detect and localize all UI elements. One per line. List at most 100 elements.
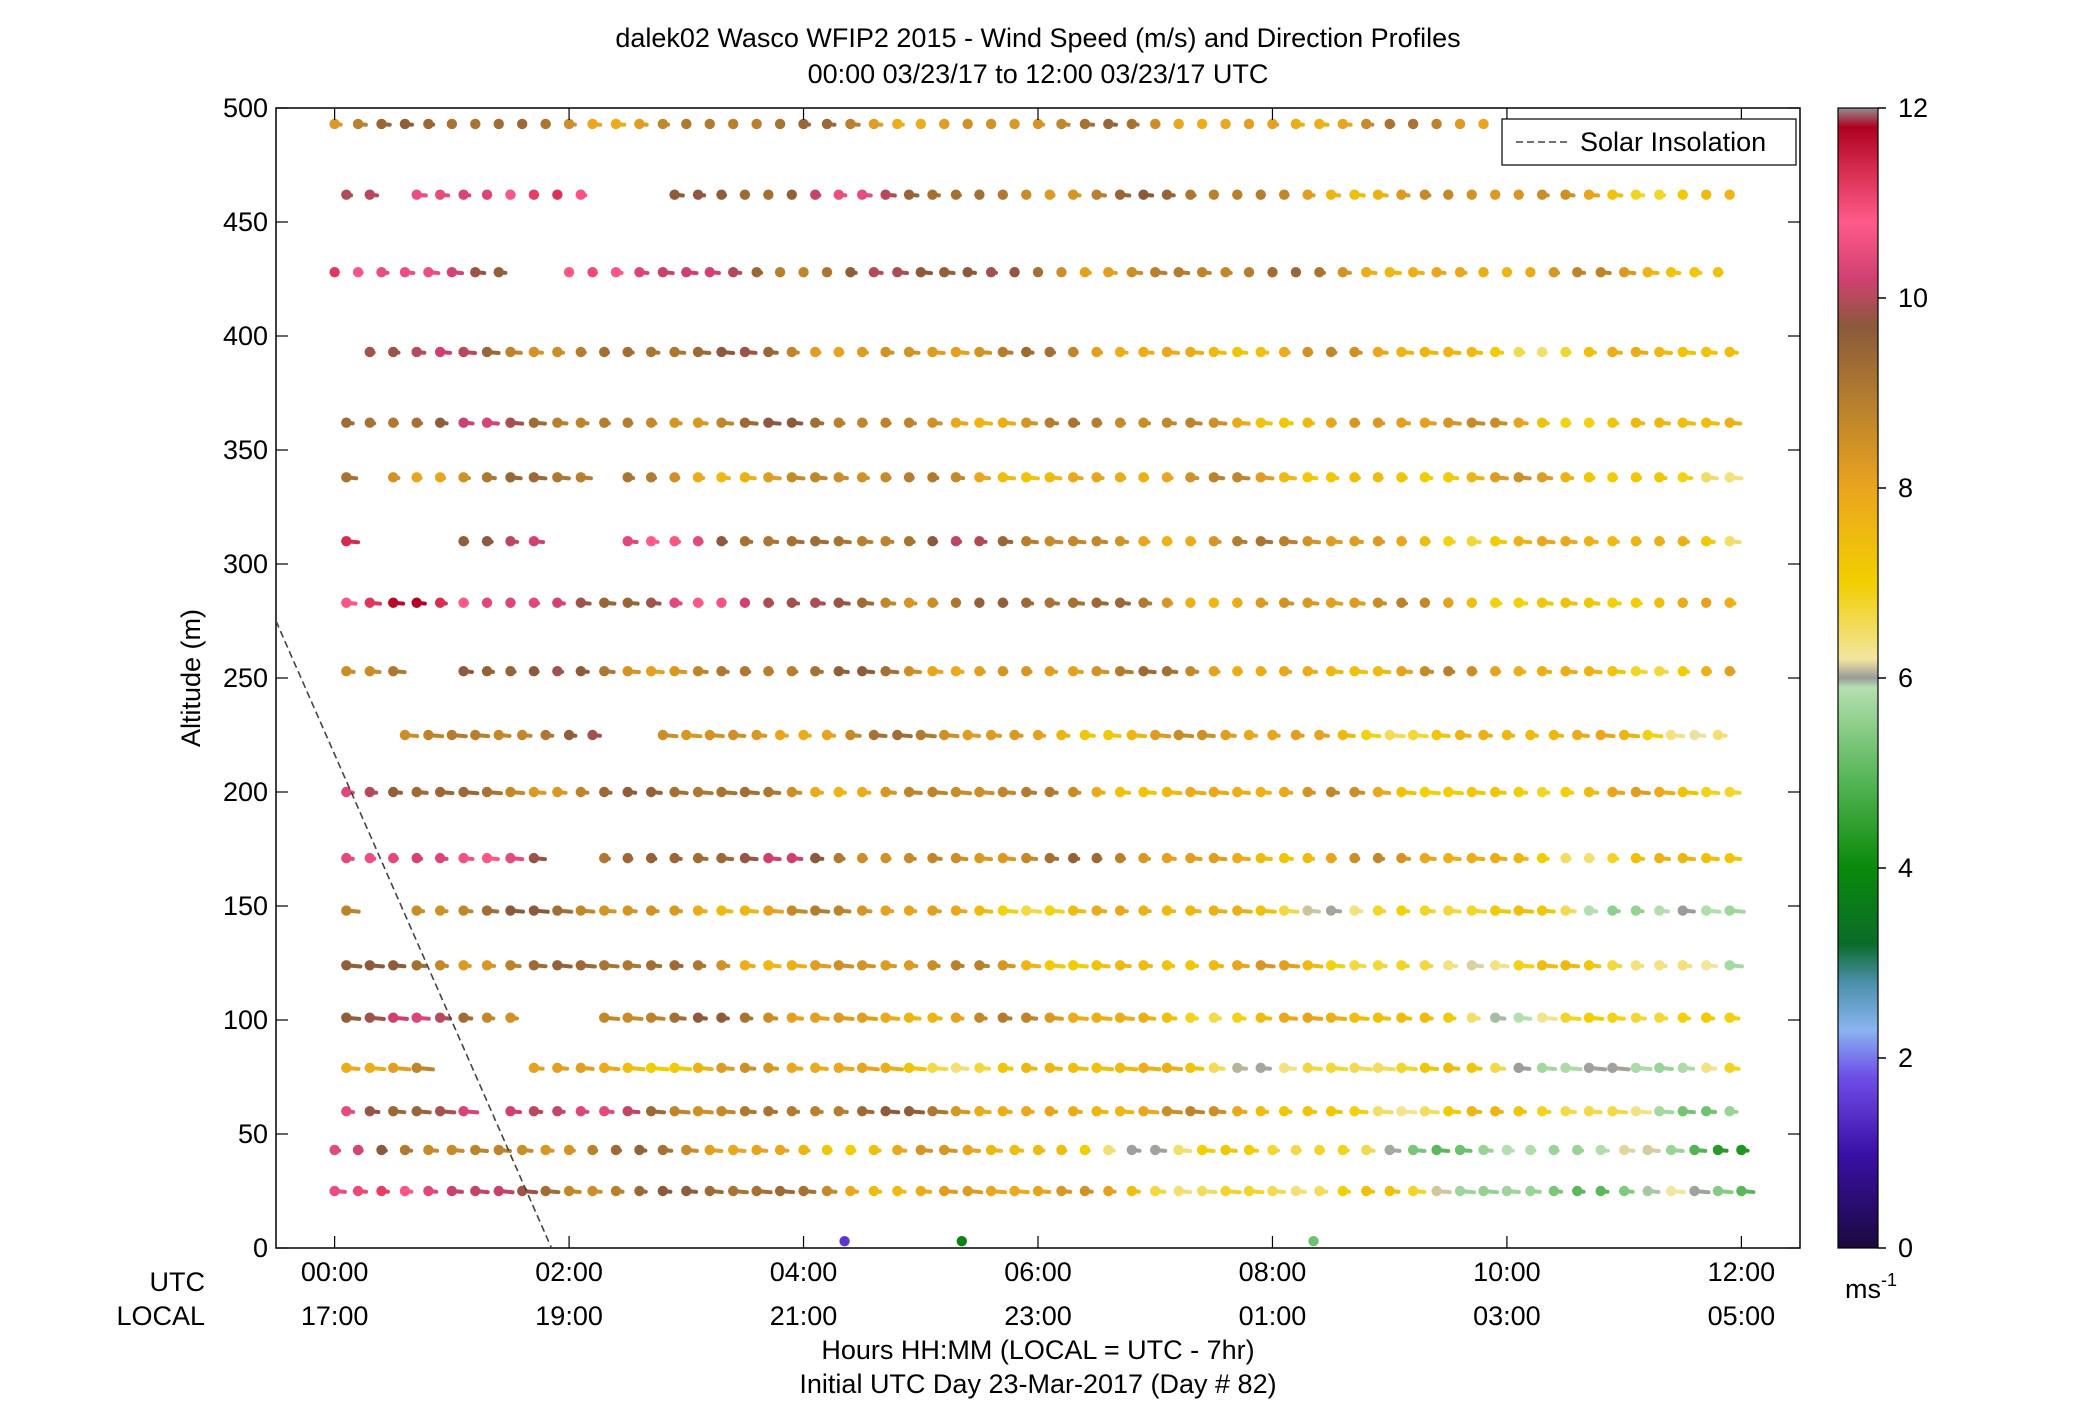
barb-point: [540, 118, 551, 130]
barb-point: [1278, 665, 1290, 677]
barb-point: [528, 665, 540, 677]
barb-point: [587, 729, 598, 741]
barb-point: [610, 1144, 622, 1156]
barb-point: [798, 118, 809, 130]
barb-point: [1454, 266, 1466, 278]
barb-point: [1208, 536, 1220, 547]
colorbar-unit: ms-1: [1845, 1270, 1897, 1304]
barb-point: [774, 1185, 786, 1197]
barb-point: [1337, 266, 1349, 278]
barb-point: [563, 266, 575, 278]
barb-point: [1665, 266, 1677, 278]
barb-point: [505, 1012, 516, 1023]
barb-point: [1021, 786, 1032, 798]
barb-point: [927, 1106, 938, 1117]
barb-point: [1361, 118, 1372, 130]
barb-point: [903, 597, 915, 608]
barb-point: [939, 118, 950, 130]
barb-point: [575, 417, 586, 428]
y-axis-label: Altitude (m): [176, 609, 206, 747]
barb-point: [1302, 1012, 1313, 1023]
barb-point: [341, 472, 352, 483]
barb-point: [1161, 536, 1173, 547]
barb-point: [1536, 786, 1548, 798]
barb-point: [1560, 536, 1571, 547]
barb-point: [763, 417, 774, 428]
barb-point: [1443, 905, 1454, 916]
barb-point: [1490, 417, 1501, 428]
barb-point: [856, 665, 868, 677]
barb-point: [1419, 189, 1431, 200]
barb-point: [481, 960, 493, 971]
barb-point: [434, 1012, 446, 1023]
barb-point: [645, 597, 657, 608]
barb-point: [1185, 905, 1196, 916]
barb-point: [1419, 665, 1431, 677]
barb-point: [1021, 1012, 1032, 1023]
barb-point: [1724, 1062, 1735, 1074]
barb-point: [1583, 417, 1595, 428]
barb-point: [821, 1185, 833, 1197]
barb-point: [622, 472, 633, 483]
barb-point: [974, 786, 985, 798]
barb-point: [716, 597, 727, 608]
barb-point: [645, 1012, 657, 1023]
barb-point: [1255, 852, 1266, 864]
barb-point: [575, 786, 586, 798]
barb-point: [1138, 905, 1149, 916]
barb-point: [669, 536, 680, 547]
barb-point: [786, 1062, 798, 1074]
barb-point: [563, 1185, 575, 1197]
barb-point: [821, 1144, 833, 1156]
barb-point: [692, 597, 704, 608]
barb-point: [1490, 665, 1501, 677]
barb-point: [1654, 665, 1665, 677]
barb-point: [622, 665, 633, 677]
barb-point: [575, 1106, 586, 1117]
barb-point: [1067, 189, 1079, 200]
barb-point: [1560, 472, 1571, 483]
barb-point: [985, 1144, 997, 1156]
barb-point: [939, 266, 950, 278]
barb-point: [528, 905, 540, 916]
barb-point: [575, 665, 586, 677]
barb-point: [763, 1012, 774, 1023]
barb-point: [692, 1012, 704, 1023]
barb-point: [1595, 266, 1606, 278]
barb-point: [645, 905, 657, 916]
barb-point: [1560, 1106, 1571, 1117]
barb-point: [634, 1185, 645, 1197]
barb-point: [1044, 852, 1055, 864]
barb-point: [1724, 1106, 1735, 1117]
barb-point: [434, 1106, 446, 1117]
barb-point: [1208, 960, 1220, 971]
barb-point: [481, 665, 493, 677]
barb-point: [1583, 189, 1595, 200]
barb-point: [1419, 786, 1431, 798]
barb-point: [645, 852, 657, 864]
barb-point: [880, 665, 891, 677]
barb-point: [552, 960, 563, 971]
barb-point: [1630, 960, 1642, 971]
barb-point: [704, 1144, 715, 1156]
barb-point: [481, 472, 493, 483]
barb-point: [575, 189, 586, 200]
barb-point: [903, 905, 915, 916]
barb-point: [833, 417, 844, 428]
barb-point: [810, 189, 821, 200]
barb-point: [1677, 905, 1688, 916]
barb-point: [763, 905, 774, 916]
x-tick-label-local: 05:00: [1708, 1301, 1776, 1331]
barb-point: [399, 729, 411, 741]
barb-point: [1009, 1185, 1020, 1197]
barb-point: [868, 1185, 880, 1197]
barb-point: [1677, 597, 1688, 608]
barb-point: [739, 346, 751, 358]
barb-point: [411, 1012, 422, 1023]
barb-point: [1021, 346, 1032, 358]
barb-point: [1255, 665, 1266, 677]
barb-point: [1419, 905, 1431, 916]
barb-point: [1490, 536, 1501, 547]
barb-point: [669, 597, 680, 608]
barb-point: [1302, 852, 1313, 864]
